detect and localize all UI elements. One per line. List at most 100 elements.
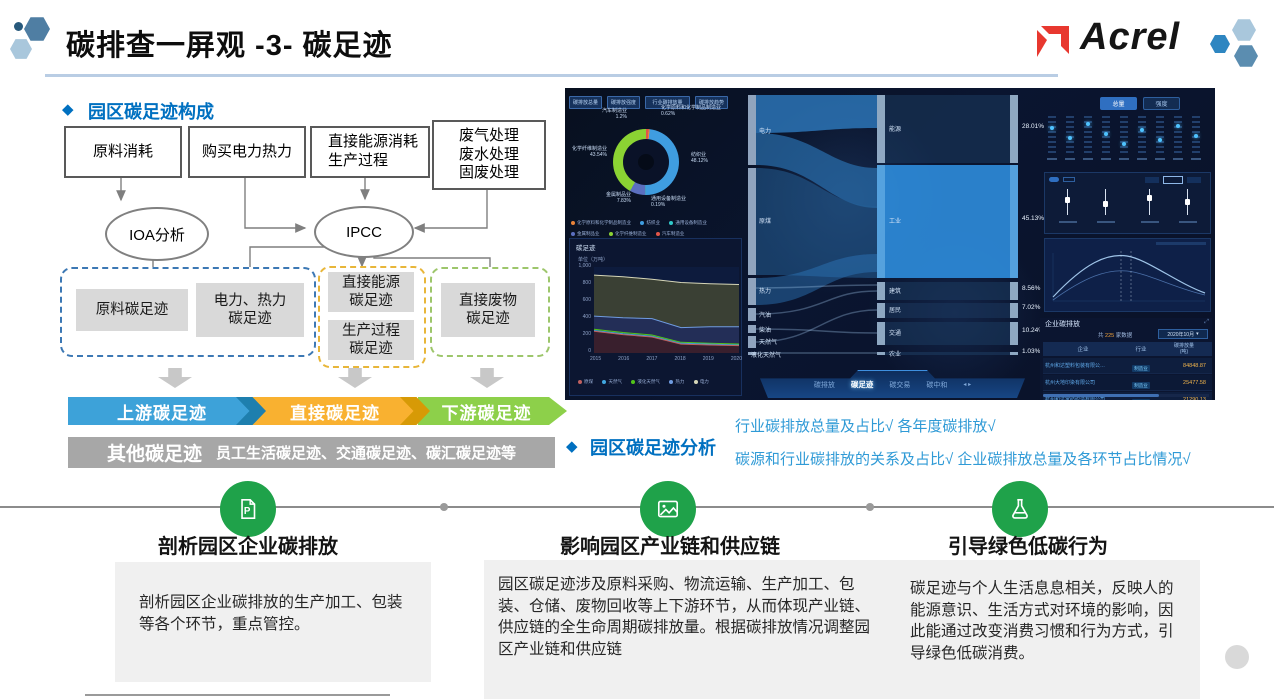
sankey-source-label: 天然气 xyxy=(759,340,778,346)
eq-track[interactable] xyxy=(1119,116,1129,160)
footprint-materials: 原料碳足迹 xyxy=(76,289,188,331)
column-body-1: 剖析园区企业碳排放的生产加工、包装等各个环节，重点管控。 xyxy=(139,594,403,633)
column-title-2: 影响园区产业链和供应链 xyxy=(560,536,780,558)
v-slider[interactable] xyxy=(1065,189,1070,215)
analysis-line2: 碳源和行业碳排放的关系及占比√ 企业碳排放总量及各环节占比情况√ xyxy=(735,451,1191,468)
composition-heading: 园区碳足迹构成 xyxy=(88,102,214,122)
column-body-3: 碳足迹与个人生活息息相关，反映人的能源意识、生活方式对环境的影响，因此能通过改变… xyxy=(910,580,1174,663)
column-body-2: 园区碳足迹涉及原料采购、物流运输、生产加工、包装、仓储、废物回收等上下游环节，从… xyxy=(498,576,871,659)
flask-icon xyxy=(1012,498,1028,519)
svg-text:P: P xyxy=(244,506,251,517)
equalizer-panel xyxy=(1045,116,1211,166)
sankey-source-label: 原煤 xyxy=(759,219,772,225)
sankey-sector-label: 工业 xyxy=(889,219,902,225)
other-footprint-title: 其他碳足迹 xyxy=(106,444,202,465)
column-card-1: 剖析园区企业碳排放的生产加工、包装等各个环节，重点管控。 xyxy=(115,562,431,682)
footprint-waste: 直接废物 碳足迹 xyxy=(441,283,535,337)
dash-nav-tab-active[interactable]: 碳足迹 xyxy=(850,380,874,389)
footprint-process: 生产过程 碳足迹 xyxy=(328,320,414,360)
eq-track[interactable] xyxy=(1137,116,1147,160)
dash-right-btn-total[interactable]: 总量 xyxy=(1100,97,1137,110)
dash-tab-total[interactable]: 碳排放总量 xyxy=(569,96,602,109)
acrel-logo: Acrel xyxy=(1032,14,1262,67)
eq-track[interactable] xyxy=(1173,116,1183,160)
flow-bar-downstream: 下游碳足迹 xyxy=(418,397,567,425)
table-scrollbar[interactable] xyxy=(1043,394,1209,397)
donut-legend-row2: 金属制品业 化学纤维制造业 汽车制造业 xyxy=(571,223,689,241)
dash-nav-arrows[interactable]: ◂ ▸ xyxy=(963,382,972,388)
area-y-ticks: 1,000 800 600 400 200 0 xyxy=(578,263,591,354)
hexagon-light xyxy=(1232,19,1256,41)
dash-nav-tab[interactable]: 碳交易 xyxy=(889,381,911,389)
eq-track[interactable] xyxy=(1047,116,1057,160)
method-ioa: IOA分析 xyxy=(105,207,209,261)
eq-track[interactable] xyxy=(1101,116,1111,160)
bottom-left-line xyxy=(85,694,390,696)
column-title-1: 剖析园区企业碳排放 xyxy=(158,536,338,558)
energy-sankey-chart xyxy=(748,95,1018,355)
source-box-direct-energy: 直接能源消耗 生产过程 xyxy=(310,126,430,178)
donut-label-metal: 金属制品业 7.83% xyxy=(605,192,631,205)
eq-track[interactable] xyxy=(1191,116,1201,160)
expand-icon[interactable]: ⤢ xyxy=(1204,319,1209,325)
dash-tab-intensity[interactable]: 碳排放强度 xyxy=(607,96,640,109)
sankey-sector-label: 农业 xyxy=(889,352,902,358)
other-footprint-bar: 其他碳足迹 员工生活碳足迹、交通碳足迹、碳汇碳足迹等 xyxy=(68,437,555,468)
carbon-dashboard-screenshot: 碳排放总量 碳排放强度 行业碳排放量 碳排放趋势 汽车制造业 1.2% 化学原料和… xyxy=(565,88,1215,400)
v-slider[interactable] xyxy=(1147,189,1152,215)
chart-legend-bar xyxy=(1156,242,1206,245)
slider-label-bar xyxy=(1141,221,1159,223)
donut-label-fiber: 化学纤维制造业 43.54% xyxy=(571,146,607,159)
eq-track[interactable] xyxy=(1083,116,1093,160)
donut-label-textile: 纺织业 48.12% xyxy=(691,152,708,165)
column-card-3: 碳足迹与个人生活息息相关，反映人的能源意识、生活方式对环境的影响，因此能通过改变… xyxy=(880,560,1200,699)
slider-label-bar xyxy=(1059,221,1077,223)
area-panel-unit: 单位（万吨） xyxy=(578,257,609,263)
sankey-source-label: 液化天然气 xyxy=(751,353,782,359)
donut-label-equipment: 通用设备制造业 0.19% xyxy=(651,196,687,209)
donut-label-auto: 汽车制造业 1.2% xyxy=(601,108,627,121)
v-slider[interactable] xyxy=(1185,189,1190,215)
v-slider[interactable] xyxy=(1103,189,1108,215)
dash-tab-industry[interactable]: 行业碳排放量 xyxy=(645,96,690,109)
mini-button-active[interactable] xyxy=(1163,176,1183,184)
acrel-logo-text: Acrel xyxy=(1080,16,1181,58)
stacked-area-chart xyxy=(594,267,739,353)
slider-label-bar xyxy=(1097,221,1115,223)
dash-tab-trend[interactable]: 碳排放趋势 xyxy=(695,96,728,109)
table-row[interactable]: 杭州大地印染有限公司 制造业 25477.58 xyxy=(1043,375,1212,391)
eq-track[interactable] xyxy=(1065,116,1075,160)
sankey-sector-label: 居民 xyxy=(889,308,902,314)
sankey-sector-pct: 8.56% xyxy=(1022,285,1041,292)
dash-right-btn-intensity[interactable]: 强度 xyxy=(1143,97,1180,110)
document-icon-circle: P xyxy=(220,481,276,537)
title-underline xyxy=(45,74,1058,77)
mini-button[interactable] xyxy=(1145,177,1159,183)
mini-button[interactable] xyxy=(1063,177,1075,182)
eq-track[interactable] xyxy=(1155,116,1165,160)
image-icon xyxy=(657,500,679,518)
hexagon-dark xyxy=(24,17,50,41)
slider-panel xyxy=(1044,172,1211,234)
document-p-icon: P xyxy=(241,498,256,520)
table-title: 企业碳排放 xyxy=(1045,321,1080,328)
table-header-row: 企业 行业 碳排放量 (吨) xyxy=(1043,342,1212,356)
mini-button[interactable] xyxy=(1187,177,1201,183)
source-box-materials: 原料消耗 xyxy=(64,126,182,178)
timeline-dot xyxy=(440,503,448,511)
month-dropdown[interactable]: 2020年10月 ▾ xyxy=(1158,329,1208,339)
area-x-ticks: 2015 2016 2017 2018 2019 2020 xyxy=(590,356,742,362)
sankey-sector-label: 建筑 xyxy=(889,289,902,295)
source-box-power: 购买电力热力 xyxy=(188,126,306,178)
column-title-3: 引导绿色低碳行为 xyxy=(948,536,1108,558)
table-row[interactable]: 杭州和达塑料包装有限公… 制造业 84848.87 xyxy=(1043,358,1212,374)
dash-nav-tab[interactable]: 碳排放 xyxy=(813,381,835,389)
enterprise-table-panel: 企业碳排放 ⤢ 共 225 家数据 2020年10月 ▾ 企业 行业 碳排放量 (… xyxy=(1040,318,1212,400)
dash-nav-tab[interactable]: 碳中和 xyxy=(926,381,948,389)
footprint-direct-energy: 直接能源 碳足迹 xyxy=(328,272,414,312)
area-panel-title: 碳足迹 xyxy=(576,245,596,252)
toggle-pill[interactable] xyxy=(1049,177,1059,182)
analysis-bullet-icon: ◆ xyxy=(566,438,578,455)
footprint-power-heat: 电力、热力 碳足迹 xyxy=(196,283,304,337)
slider-label-bar xyxy=(1179,221,1197,223)
